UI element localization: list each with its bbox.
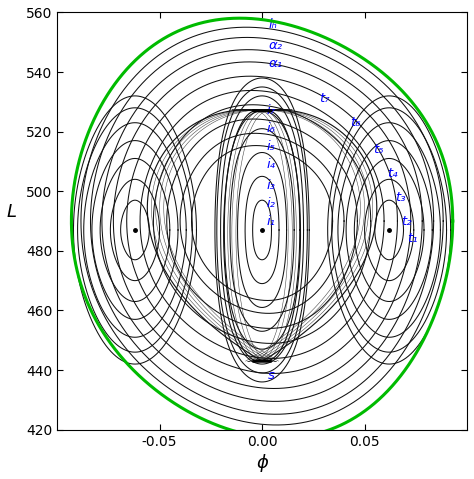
Y-axis label: L: L bbox=[7, 203, 17, 221]
Text: i₂: i₂ bbox=[266, 197, 275, 210]
Text: i₆: i₆ bbox=[266, 122, 275, 135]
Text: i₇: i₇ bbox=[266, 104, 275, 117]
Text: α₁: α₁ bbox=[268, 57, 283, 69]
Text: s: s bbox=[268, 369, 275, 383]
Text: i₄: i₄ bbox=[266, 158, 275, 171]
X-axis label: ϕ: ϕ bbox=[256, 454, 268, 472]
Text: t₄: t₄ bbox=[387, 167, 398, 180]
Text: i₁: i₁ bbox=[266, 215, 275, 228]
Text: lₕ: lₕ bbox=[268, 18, 277, 31]
Text: t₅: t₅ bbox=[373, 143, 383, 156]
Text: t₂: t₂ bbox=[401, 215, 412, 228]
Text: t₃: t₃ bbox=[395, 191, 406, 204]
Text: t₇: t₇ bbox=[319, 92, 330, 105]
Text: α₂: α₂ bbox=[268, 39, 283, 52]
Text: t₆: t₆ bbox=[350, 116, 361, 129]
Text: i₃: i₃ bbox=[266, 179, 275, 192]
Text: t₁: t₁ bbox=[408, 232, 418, 245]
Text: i₅: i₅ bbox=[266, 140, 275, 153]
